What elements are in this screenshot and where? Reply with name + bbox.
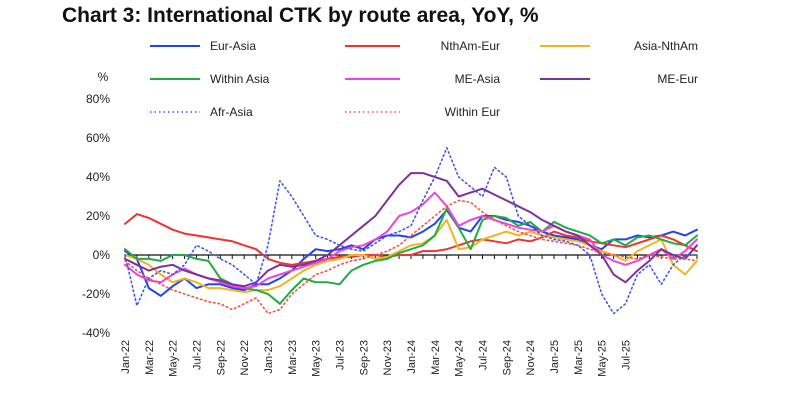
x-tick-label: Jul-24 [478,340,490,370]
legend-label: Afr-Asia [210,105,253,119]
x-tick-label: May-23 [311,340,323,377]
series-line-me-eur [124,172,698,288]
x-tick-label: May-24 [454,340,466,377]
series-line-eur-asia [124,209,698,297]
legend-label: ME-Asia [455,72,501,86]
y-tick-label: 80% [86,92,110,106]
x-tick-label: Sep-23 [358,340,370,375]
y-tick-layer: -40% -20% 0% 20% 40% 60% 80% [82,92,110,340]
x-tick-label: Nov-23 [382,340,394,375]
y-tick-label: -40% [82,326,110,340]
x-tick-label: Jan-25 [549,340,561,374]
chart-title: Chart 3: International CTK by route area… [62,4,539,27]
x-tick-label: Mar-25 [573,340,585,375]
legend: Eur-Asia NthAm-Eur Asia-NthAm Within Asia ME… [150,39,698,119]
y-axis-label: % [98,70,109,84]
x-tick-label: Jul-23 [335,340,347,370]
series-line-asia-ntham [124,218,698,294]
y-tick-label: 20% [86,209,110,223]
legend-label: NthAm-Eur [441,39,500,53]
x-tick-label: Jan-23 [263,340,275,374]
series-line-within-eur [124,199,698,315]
legend-label: Eur-Asia [210,39,256,53]
x-tick-label: Jul-22 [192,340,204,370]
axis-layer: Jan-22 Mar-22 May-22 Jul-22 Sep-22 Nov-22 Jan-… [120,254,698,377]
y-tick-label: -20% [82,287,110,301]
x-tick-label: Sep-24 [501,340,513,375]
y-tick-label: 60% [86,131,110,145]
y-tick-label: 40% [86,170,110,184]
legend-label: Within Eur [445,105,500,119]
x-tick-label: Nov-22 [239,340,251,375]
x-tick-label: Jan-24 [406,340,418,374]
legend-label: Asia-NthAm [634,39,698,53]
legend-label: ME-Eur [657,72,698,86]
x-tick-label: Mar-22 [144,340,156,375]
x-tick-label: May-22 [168,340,180,377]
x-tick-label: May-25 [597,340,609,377]
series-line-afr-asia [124,147,698,315]
x-tick-label: Nov-24 [525,340,537,375]
x-tick-label: Sep-22 [215,340,227,375]
legend-label: Within Asia [210,72,270,86]
series-layer [124,147,698,315]
x-tick-label: Jan-22 [120,340,132,374]
x-tick-label: Mar-23 [287,340,299,375]
series-line-within-asia [124,207,698,305]
y-tick-label: 0% [93,248,111,262]
x-tick-label: Mar-24 [430,340,442,375]
x-tick-label: Jul-25 [621,340,633,370]
